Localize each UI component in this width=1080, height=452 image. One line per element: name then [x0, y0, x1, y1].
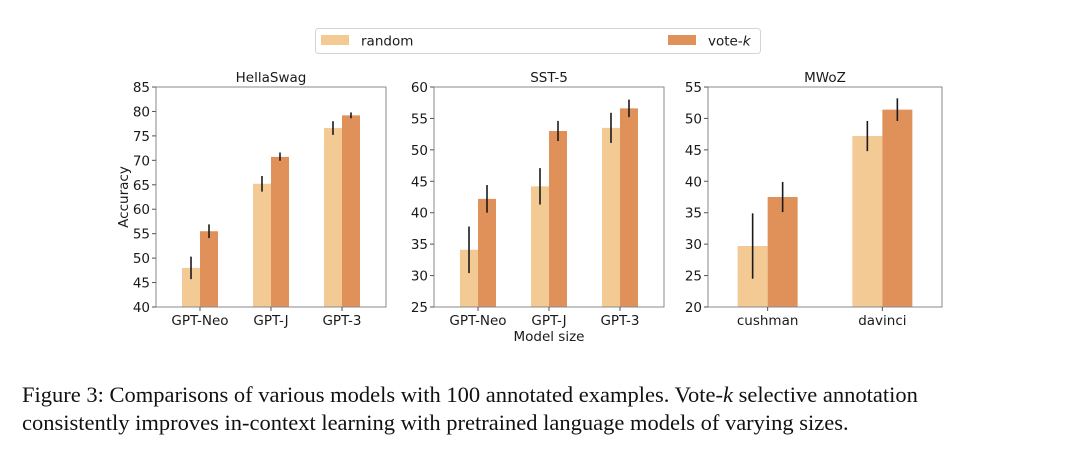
x-tick-label: GPT-Neo [171, 313, 228, 329]
y-tick-label: 55 [411, 111, 428, 127]
bar-random-gpt-j [253, 183, 271, 307]
y-tick-label: 40 [133, 300, 150, 316]
legend-swatch-vote-k [668, 35, 696, 45]
panels: 40 45 50 55 60 65 70 75 80 85 GPT-Neo GPT-J GPT-3 Hel… [116, 70, 943, 345]
caption-line-1: Figure 3: Comparisons of various models … [22, 382, 918, 407]
panel-title: MWoZ [804, 70, 846, 86]
y-tick-label: 40 [411, 206, 428, 222]
bar-vote-k-cushman [767, 197, 798, 307]
x-axis-label: Model size [513, 329, 584, 345]
y-tick-label: 35 [411, 237, 428, 253]
y-tick-label: 80 [133, 104, 150, 120]
caption-line-2: consistently improves in-context learnin… [22, 410, 849, 435]
bar-random-gpt-j [531, 186, 549, 307]
y-tick-label: 40 [685, 174, 702, 190]
figure-caption: Figure 3: Comparisons of various models … [22, 381, 1072, 437]
figure: random vote-k 40 45 50 55 60 65 70 75 80 85 GPT-Ne… [116, 28, 943, 345]
bar-random-gpt-neo [460, 249, 479, 307]
x-tick-label: GPT-Neo [449, 313, 506, 329]
bar-vote-k-gpt-3 [619, 108, 638, 307]
y-tick-label: 45 [411, 174, 428, 190]
bar-random-gpt-3 [601, 127, 620, 307]
panel-title: HellaSwag [236, 70, 307, 86]
legend-frame [315, 28, 761, 54]
panel-sst-5: 25 30 35 40 45 50 55 60 GPT-Neo GPT-J GPT-3 SST-5 Mo… [411, 70, 665, 345]
y-tick-label: 70 [133, 153, 150, 169]
y-tick-label: 55 [133, 227, 150, 243]
y-tick-label: 60 [411, 80, 428, 96]
x-tick-label: GPT-J [531, 313, 566, 329]
panel-hellaswag: 40 45 50 55 60 65 70 75 80 85 GPT-Neo GPT-J GPT-3 Hel… [116, 70, 387, 329]
plot-frame [707, 86, 943, 308]
y-tick-label: 50 [685, 111, 702, 127]
x-tick-label: cushman [737, 313, 799, 329]
panel-title: SST-5 [530, 70, 568, 86]
y-tick-label: 45 [685, 143, 702, 159]
x-tick-label: davinci [858, 313, 906, 329]
bar-vote-k-gpt-j [271, 156, 289, 307]
legend-label-vote-k: vote-k [708, 34, 752, 50]
legend: random vote-k [315, 28, 761, 54]
panel-mwoz: 20 25 30 35 40 45 50 55 cushman davinci MWoZ [685, 70, 943, 329]
y-tick-label: 55 [685, 80, 702, 96]
y-tick-label: 50 [133, 251, 150, 267]
x-tick-label: GPT-J [253, 313, 288, 329]
y-tick-label: 25 [685, 269, 702, 285]
y-tick-label: 30 [411, 269, 428, 285]
bar-vote-k-davinci [882, 109, 913, 307]
y-tick-label: 45 [133, 276, 150, 292]
bar-vote-k-gpt-neo [200, 231, 219, 307]
y-tick-label: 75 [133, 129, 150, 145]
bar-vote-k-gpt-3 [341, 115, 360, 307]
y-tick-label: 35 [685, 206, 702, 222]
y-tick-label: 30 [685, 237, 702, 253]
legend-swatch-random [321, 35, 349, 45]
y-axis-label: Accuracy [116, 166, 132, 228]
y-tick-label: 85 [133, 80, 150, 96]
legend-label-random: random [361, 34, 413, 50]
x-tick-label: GPT-3 [600, 313, 639, 329]
y-tick-label: 50 [411, 143, 428, 159]
bar-vote-k-gpt-j [549, 131, 567, 307]
x-tick-label: GPT-3 [322, 313, 361, 329]
y-tick-label: 65 [133, 178, 150, 194]
y-tick-label: 60 [133, 202, 150, 218]
y-tick-label: 25 [411, 300, 428, 316]
bar-random-gpt-3 [323, 128, 342, 307]
y-tick-label: 20 [685, 300, 702, 316]
bar-random-gpt-neo [182, 267, 201, 307]
bar-random-davinci [852, 136, 883, 307]
bar-vote-k-gpt-neo [478, 198, 497, 307]
